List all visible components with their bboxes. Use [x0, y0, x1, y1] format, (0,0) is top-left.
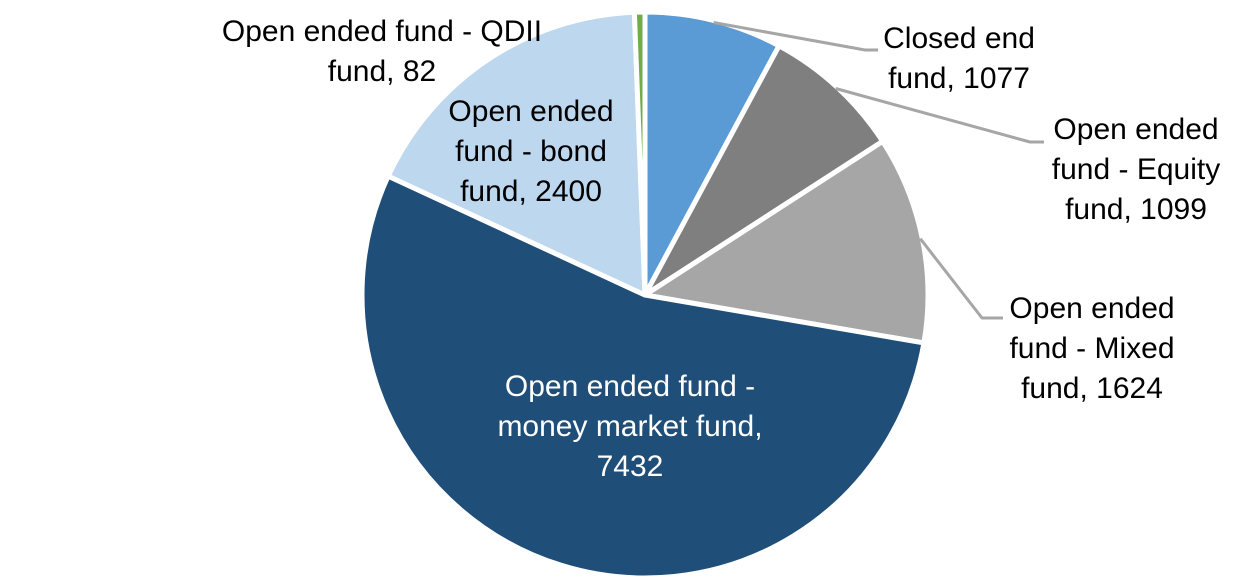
data-label-open-ended-mixed-fund: Open ended fund - Mixed fund, 1624	[1009, 289, 1174, 409]
leader-line-open-ended-mixed-fund	[919, 237, 1003, 320]
label-line: Open ended fund -	[504, 370, 756, 403]
pie-slice-open-ended-qdii-fund[interactable]	[631, 9, 648, 298]
pie-slice-open-ended-bond-fund[interactable]	[385, 9, 648, 298]
pie-slice-closed-end-fund[interactable]	[642, 9, 782, 298]
label-line: fund, 2400	[460, 175, 602, 208]
label-line: Open ended	[1009, 292, 1175, 325]
label-line: fund - Mixed	[1009, 332, 1175, 365]
label-line: fund - Equity	[1051, 153, 1221, 186]
data-label-closed-end-fund: Closed end fund, 1077	[883, 19, 1035, 99]
data-label-open-ended-money-market-fund: Open ended fund - money market fund, 743…	[497, 367, 762, 487]
leader-line-open-ended-equity-fund	[835, 87, 1044, 144]
label-line: fund, 1099	[1065, 193, 1207, 226]
label-line: Open ended fund - QDII	[221, 15, 543, 48]
label-line: 7432	[596, 450, 664, 483]
pie-slice-open-ended-equity-fund[interactable]	[642, 43, 886, 298]
label-line: Open ended	[448, 95, 614, 128]
label-line: Closed end	[883, 22, 1035, 55]
data-label-open-ended-bond-fund: Open ended fund - bond fund, 2400	[448, 92, 613, 212]
data-label-open-ended-qdii-fund: Open ended fund - QDII fund, 82	[222, 12, 542, 92]
pie-slice-open-ended-mixed-fund[interactable]	[642, 138, 931, 346]
label-line: Open ended	[1053, 113, 1219, 146]
label-line: fund - bond	[455, 135, 607, 168]
label-line: fund, 1624	[1021, 372, 1163, 405]
data-label-open-ended-equity-fund: Open ended fund - Equity fund, 1099	[1052, 110, 1220, 230]
label-line: money market fund,	[497, 410, 763, 443]
pie-slice-open-ended-money-market-fund[interactable]	[359, 173, 927, 581]
leader-line-closed-end-fund	[713, 21, 878, 52]
label-line: fund, 1077	[888, 62, 1030, 95]
label-line: fund, 82	[327, 55, 437, 88]
